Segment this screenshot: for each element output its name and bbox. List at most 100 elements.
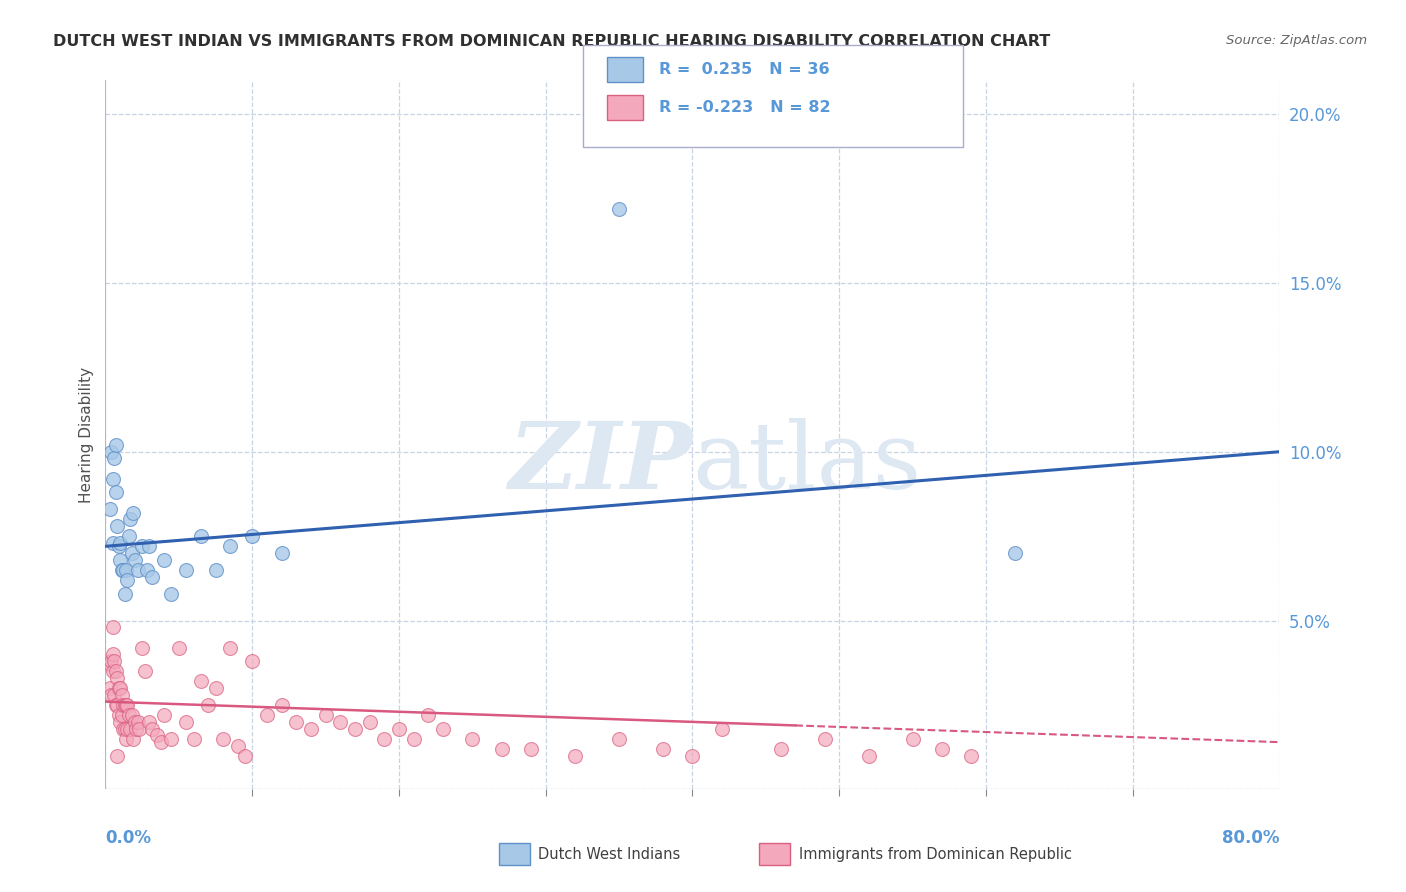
Point xyxy=(115,563,138,577)
Point xyxy=(299,722,322,736)
Point xyxy=(101,536,124,550)
Point xyxy=(150,735,173,749)
Point xyxy=(153,708,176,723)
Point xyxy=(146,728,169,742)
Point xyxy=(120,722,142,736)
Point xyxy=(135,563,157,577)
Point xyxy=(101,472,124,486)
Point xyxy=(98,657,121,672)
Point xyxy=(107,539,129,553)
Point xyxy=(98,502,121,516)
Point xyxy=(104,485,127,500)
Point xyxy=(141,722,163,736)
Point xyxy=(461,731,484,746)
Point xyxy=(931,742,953,756)
Point xyxy=(388,722,411,736)
Point xyxy=(117,722,139,736)
Point xyxy=(710,722,733,736)
Point xyxy=(105,519,128,533)
Point xyxy=(197,698,219,712)
Point xyxy=(813,731,835,746)
Text: DUTCH WEST INDIAN VS IMMIGRANTS FROM DOMINICAN REPUBLIC HEARING DISABILITY CORRE: DUTCH WEST INDIAN VS IMMIGRANTS FROM DOM… xyxy=(53,34,1050,49)
Point xyxy=(131,539,153,553)
Point xyxy=(114,698,136,712)
Point xyxy=(104,664,127,679)
Text: 0.0%: 0.0% xyxy=(105,830,152,847)
Point xyxy=(359,714,381,729)
Point xyxy=(108,681,131,695)
Point xyxy=(117,573,139,587)
Point xyxy=(174,563,197,577)
Point xyxy=(112,563,135,577)
Point xyxy=(131,640,153,655)
Point xyxy=(402,731,425,746)
Point xyxy=(108,536,131,550)
Point xyxy=(315,708,337,723)
Point xyxy=(124,714,146,729)
Point xyxy=(110,563,132,577)
Point xyxy=(960,748,983,763)
Y-axis label: Hearing Disability: Hearing Disability xyxy=(79,367,94,503)
Point xyxy=(115,698,138,712)
Point xyxy=(110,688,132,702)
Point xyxy=(240,654,263,668)
Point xyxy=(183,731,205,746)
Point xyxy=(105,671,128,685)
Point xyxy=(138,714,160,729)
Point xyxy=(122,506,145,520)
Point xyxy=(127,714,149,729)
Point xyxy=(101,664,124,679)
Point xyxy=(256,708,278,723)
Text: Dutch West Indians: Dutch West Indians xyxy=(538,847,681,862)
Point xyxy=(134,664,156,679)
Point xyxy=(652,742,675,756)
Point xyxy=(121,546,143,560)
Point xyxy=(174,714,197,729)
Text: Immigrants from Dominican Republic: Immigrants from Dominican Republic xyxy=(799,847,1071,862)
Point xyxy=(901,731,924,746)
Point xyxy=(240,529,263,543)
Point xyxy=(105,748,128,763)
Point xyxy=(418,708,440,723)
Point xyxy=(138,539,160,553)
Point xyxy=(125,722,148,736)
Point xyxy=(329,714,352,729)
Point xyxy=(219,640,242,655)
Point xyxy=(108,714,131,729)
Text: Source: ZipAtlas.com: Source: ZipAtlas.com xyxy=(1226,34,1367,47)
Text: 80.0%: 80.0% xyxy=(1222,830,1279,847)
Point xyxy=(491,742,513,756)
Point xyxy=(103,654,125,668)
Point xyxy=(141,570,163,584)
Point xyxy=(107,681,129,695)
Point xyxy=(112,698,135,712)
Point xyxy=(100,688,122,702)
Point xyxy=(115,731,138,746)
Point xyxy=(270,546,292,560)
Point xyxy=(373,731,395,746)
Point xyxy=(107,708,129,723)
Point xyxy=(108,553,131,567)
Point xyxy=(682,748,704,763)
Point xyxy=(98,681,121,695)
Point xyxy=(118,529,141,543)
Point xyxy=(160,586,183,600)
Point xyxy=(128,722,150,736)
Point xyxy=(103,688,125,702)
Point xyxy=(204,563,226,577)
Point xyxy=(105,698,128,712)
Point xyxy=(607,731,630,746)
Point xyxy=(110,708,132,723)
Point xyxy=(104,438,127,452)
Point xyxy=(101,648,124,662)
Point xyxy=(270,698,292,712)
Text: R = -0.223   N = 82: R = -0.223 N = 82 xyxy=(659,101,831,115)
Point xyxy=(100,654,122,668)
Point xyxy=(117,698,139,712)
Point xyxy=(120,512,142,526)
Point xyxy=(114,586,136,600)
Point xyxy=(100,444,122,458)
Point xyxy=(769,742,792,756)
Point xyxy=(160,731,183,746)
Text: ZIP: ZIP xyxy=(508,418,692,508)
